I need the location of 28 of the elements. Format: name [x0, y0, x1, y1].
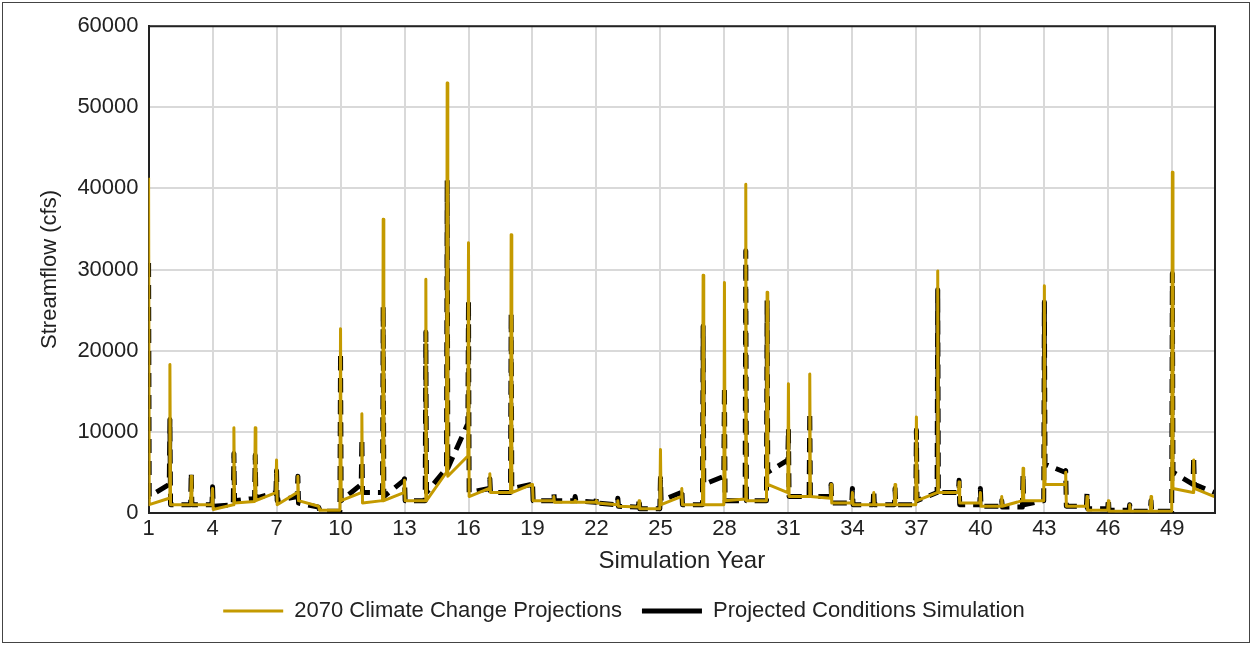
x-tick-label: 46 [1096, 515, 1121, 541]
x-tick-label: 43 [1032, 515, 1057, 541]
x-tick-label: 25 [648, 515, 673, 541]
x-tick-label: 7 [270, 515, 283, 541]
y-tick-label: 60000 [77, 12, 139, 38]
x-tick-label: 16 [456, 515, 481, 541]
y-tick-label: 40000 [77, 174, 139, 200]
x-tick-label: 19 [520, 515, 545, 541]
y-tick-label: 20000 [77, 336, 139, 362]
x-tick-label: 31 [776, 515, 801, 541]
y-tick-label: 50000 [77, 93, 139, 119]
x-tick-label: 1 [142, 515, 155, 541]
x-tick-label: 4 [206, 515, 219, 541]
legend-label: 2070 Climate Change Projections [294, 597, 622, 623]
x-tick-label: 28 [712, 515, 737, 541]
y-tick-label: 30000 [77, 255, 139, 281]
y-tick-label: 10000 [77, 417, 139, 443]
y-tick-label: 0 [126, 498, 139, 524]
x-tick-label: 22 [584, 515, 609, 541]
legend-label: Projected Conditions Simulation [712, 597, 1025, 623]
x-tick-label: 37 [904, 515, 929, 541]
x-tick-label: 34 [840, 515, 865, 541]
x-tick-label: 13 [392, 515, 417, 541]
x-axis-title: Simulation Year [598, 546, 766, 574]
x-tick-label: 49 [1160, 515, 1185, 541]
y-axis-title: Streamflow (cfs) [36, 190, 62, 349]
x-tick-label: 10 [328, 515, 353, 541]
x-tick-label: 40 [968, 515, 993, 541]
